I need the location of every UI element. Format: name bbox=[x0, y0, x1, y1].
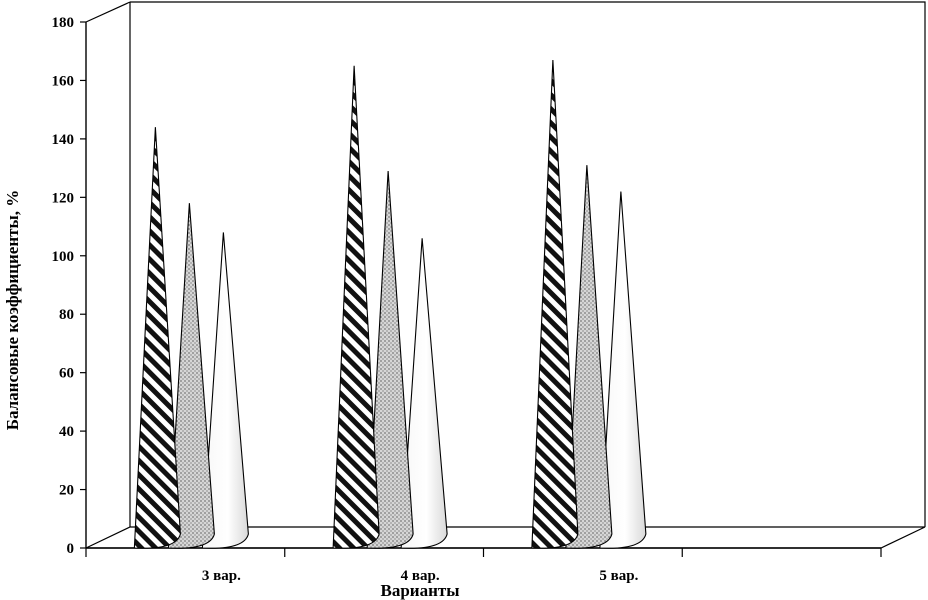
cone-series-1-2 bbox=[332, 65, 380, 549]
x-axis-title: Варианты bbox=[380, 581, 459, 600]
cone-series-3-3 bbox=[599, 191, 647, 549]
category-labels: 3 вар. 4 вар. 5 вар. bbox=[202, 568, 639, 584]
y-tick-label: 100 bbox=[52, 249, 75, 265]
category-label: 5 вар. bbox=[599, 568, 638, 584]
y-axis-title: Балансовые коэффициенты, % bbox=[3, 190, 22, 431]
y-tick-label: 160 bbox=[52, 73, 75, 89]
y-tick-label: 80 bbox=[59, 307, 74, 323]
cone-series-1-3 bbox=[531, 59, 579, 549]
y-tick-label: 120 bbox=[52, 190, 75, 206]
cone-series-1-1 bbox=[133, 127, 181, 549]
y-tick-label: 0 bbox=[67, 541, 75, 557]
y-tick-label: 40 bbox=[59, 424, 74, 440]
cone-series-3-1 bbox=[201, 232, 249, 549]
left-wall-top-edge bbox=[85, 1, 131, 23]
y-axis-ticks: 0 20 40 60 80 100 120 140 160 180 bbox=[52, 15, 86, 557]
y-tick-label: 60 bbox=[59, 366, 74, 382]
back-wall bbox=[129, 1, 926, 527]
cone-series-2-3 bbox=[565, 165, 613, 549]
category-label: 3 вар. bbox=[202, 568, 241, 584]
x-axis-ticks bbox=[85, 548, 882, 557]
category-label: 4 вар. bbox=[401, 568, 440, 584]
cone-series-3-2 bbox=[400, 238, 448, 549]
y-tick-label: 20 bbox=[59, 483, 74, 499]
y-tick-label: 140 bbox=[52, 132, 75, 148]
cone-series-2-2 bbox=[366, 170, 414, 549]
cone-series-2-1 bbox=[167, 203, 215, 549]
data-cones bbox=[133, 59, 647, 549]
y-tick-label: 180 bbox=[52, 15, 75, 31]
